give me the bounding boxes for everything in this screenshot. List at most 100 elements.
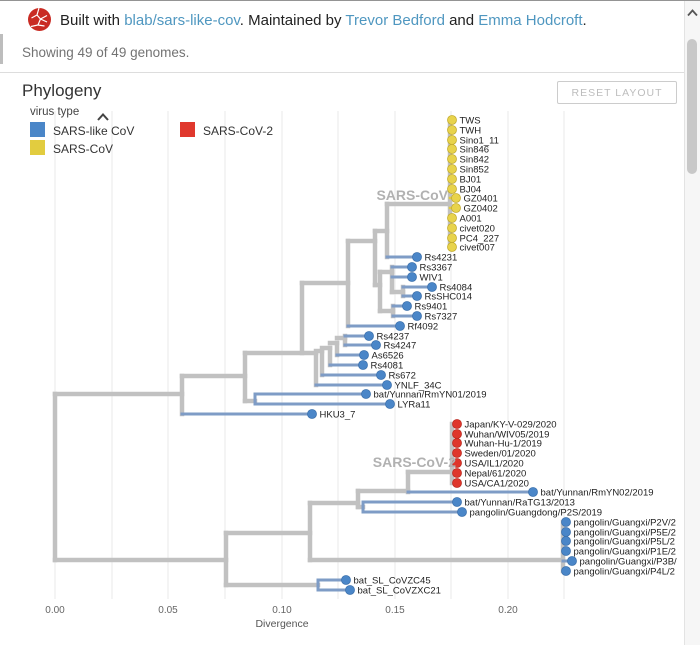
tree-tip-node[interactable] bbox=[451, 203, 461, 213]
tree-tip-node[interactable] bbox=[561, 566, 571, 576]
left-edge-scroll-fragment bbox=[0, 34, 3, 64]
tree-tip-node[interactable] bbox=[447, 154, 457, 164]
tip-label: TWS bbox=[460, 116, 481, 127]
repo-link[interactable]: blab/sars-like-cov bbox=[124, 12, 240, 29]
tip-label: A001 bbox=[460, 214, 482, 225]
tree-tip-node[interactable] bbox=[452, 429, 462, 439]
tip-label: pangolin/Guangdong/P2S/2019 bbox=[470, 508, 603, 519]
tip-label: Rs7327 bbox=[425, 312, 458, 323]
tip-label: Sweden/01/2020 bbox=[465, 449, 536, 460]
legend-swatch-sars-cov-2[interactable] bbox=[180, 122, 195, 137]
tree-tip-node[interactable] bbox=[451, 193, 461, 203]
tree-tip-node[interactable] bbox=[447, 184, 457, 194]
virus-icon bbox=[26, 6, 53, 38]
tree-tip-node[interactable] bbox=[528, 487, 538, 497]
tree-tip-node[interactable] bbox=[402, 301, 412, 311]
tip-label: GZ0402 bbox=[464, 204, 498, 215]
clade-label: SARS-CoV-2 bbox=[373, 454, 456, 470]
tip-label: Japan/KY-V-029/2020 bbox=[465, 420, 557, 431]
reset-layout-button[interactable]: RESET LAYOUT bbox=[557, 81, 677, 104]
tree-tip-node[interactable] bbox=[457, 507, 467, 517]
tip-label: pangolin/Guangxi/P4L/2 bbox=[574, 567, 675, 578]
tree-tip-node[interactable] bbox=[307, 409, 317, 419]
tree-tip-node[interactable] bbox=[447, 164, 457, 174]
tree-tip-node[interactable] bbox=[359, 350, 369, 360]
tip-label: PC4_227 bbox=[460, 234, 500, 245]
scroll-up-arrow-icon[interactable] bbox=[685, 4, 700, 17]
chevron-up-icon[interactable] bbox=[97, 108, 109, 126]
tip-label: Sin846 bbox=[460, 145, 490, 156]
legend-label[interactable]: SARS-CoV-2 bbox=[203, 124, 274, 138]
tree-tip-node[interactable] bbox=[358, 360, 368, 370]
tree-tip-node[interactable] bbox=[561, 517, 571, 527]
tree-tip-node[interactable] bbox=[452, 419, 462, 429]
axis-tick-label: 0.10 bbox=[272, 605, 292, 616]
tip-label: WIV1 bbox=[420, 273, 443, 284]
tree-tip-node[interactable] bbox=[412, 252, 422, 262]
tree-tip-node[interactable] bbox=[447, 242, 457, 252]
tree-tip-node[interactable] bbox=[447, 233, 457, 243]
tip-label: bat/Yunnan/RmYN01/2019 bbox=[374, 390, 487, 401]
tree-tip-node[interactable] bbox=[427, 282, 437, 292]
legend-title: virus type bbox=[30, 106, 80, 118]
tree-tip-node[interactable] bbox=[452, 438, 462, 448]
tip-label: Rf4092 bbox=[408, 322, 439, 333]
tip-label: RsSHC014 bbox=[425, 292, 473, 303]
tree-tip-node[interactable] bbox=[385, 399, 395, 409]
clade-label: SARS-CoV bbox=[376, 187, 448, 203]
tree-tip-node[interactable] bbox=[382, 380, 392, 390]
tree-tip-node[interactable] bbox=[407, 272, 417, 282]
tree-tip-node[interactable] bbox=[452, 478, 462, 488]
tip-label: As6526 bbox=[372, 351, 404, 362]
tree-tip-node[interactable] bbox=[395, 321, 405, 331]
tree-tip-node[interactable] bbox=[447, 115, 457, 125]
tree-tip-node[interactable] bbox=[561, 536, 571, 546]
tree-tip-node[interactable] bbox=[376, 370, 386, 380]
page-title: Phylogeny bbox=[22, 81, 102, 100]
legend-label[interactable]: SARS-CoV bbox=[53, 142, 114, 156]
tip-label: bat_SL_CoVZXC21 bbox=[358, 586, 441, 597]
tree-tip-node[interactable] bbox=[447, 213, 457, 223]
tip-label: pangolin/Guangxi/P5L/2 bbox=[574, 537, 675, 548]
tip-label: pangolin/Guangxi/P5E/2 bbox=[574, 528, 676, 539]
phylogeny-canvas: TWSTWHSino1_11Sin846Sin842Sin852BJ01BJ04… bbox=[45, 111, 677, 630]
tip-label: Rs3367 bbox=[420, 263, 453, 274]
tree-tip-node[interactable] bbox=[361, 389, 371, 399]
maintainer-link-emma-hodcroft[interactable]: Emma Hodcroft bbox=[478, 12, 583, 29]
tree-tip-node[interactable] bbox=[447, 223, 457, 233]
tree-tip-node[interactable] bbox=[561, 546, 571, 556]
tree-tip-node[interactable] bbox=[345, 585, 355, 595]
tree-tip-node[interactable] bbox=[452, 468, 462, 478]
tree-tip-node[interactable] bbox=[452, 448, 462, 458]
tip-label: civet020 bbox=[460, 224, 495, 235]
tree-tip-node[interactable] bbox=[567, 556, 577, 566]
tree-tip-node[interactable] bbox=[447, 135, 457, 145]
tip-label: Sin842 bbox=[460, 155, 490, 166]
tree-tip-node[interactable] bbox=[371, 340, 381, 350]
tree-tip-node[interactable] bbox=[341, 575, 351, 585]
legend-swatch-sars-like-cov[interactable] bbox=[30, 122, 45, 137]
tree-tip-node[interactable] bbox=[412, 291, 422, 301]
scrollbar-thumb[interactable] bbox=[687, 39, 697, 174]
tip-label: Rs4231 bbox=[425, 253, 458, 264]
tip-label: bat_SL_CoVZC45 bbox=[354, 576, 431, 587]
tree-tip-node[interactable] bbox=[447, 174, 457, 184]
tree-tip-node[interactable] bbox=[561, 527, 571, 537]
legend-label[interactable]: SARS-like CoV bbox=[53, 124, 135, 138]
tree-tip-node[interactable] bbox=[412, 311, 422, 321]
tree-tip-node[interactable] bbox=[447, 125, 457, 135]
header-divider bbox=[0, 72, 700, 73]
axis-tick-label: 0.05 bbox=[158, 605, 178, 616]
tree-tip-node[interactable] bbox=[364, 331, 374, 341]
tip-label: Sino1_11 bbox=[460, 136, 499, 147]
axis-tick-label: 0.00 bbox=[45, 605, 65, 616]
tree-tip-node[interactable] bbox=[447, 144, 457, 154]
maintainer-link-trevor-bedford[interactable]: Trevor Bedford bbox=[345, 12, 445, 29]
tip-label: Nepal/61/2020 bbox=[465, 469, 527, 480]
tree-tip-node[interactable] bbox=[407, 262, 417, 272]
legend-swatch-sars-cov[interactable] bbox=[30, 140, 45, 155]
tree-tip-node[interactable] bbox=[452, 458, 462, 468]
tree-tip-node[interactable] bbox=[452, 497, 462, 507]
header-byline: Built with blab/sars-like-cov. Maintaine… bbox=[60, 12, 587, 29]
tip-label: USA/CA1/2020 bbox=[465, 479, 529, 490]
